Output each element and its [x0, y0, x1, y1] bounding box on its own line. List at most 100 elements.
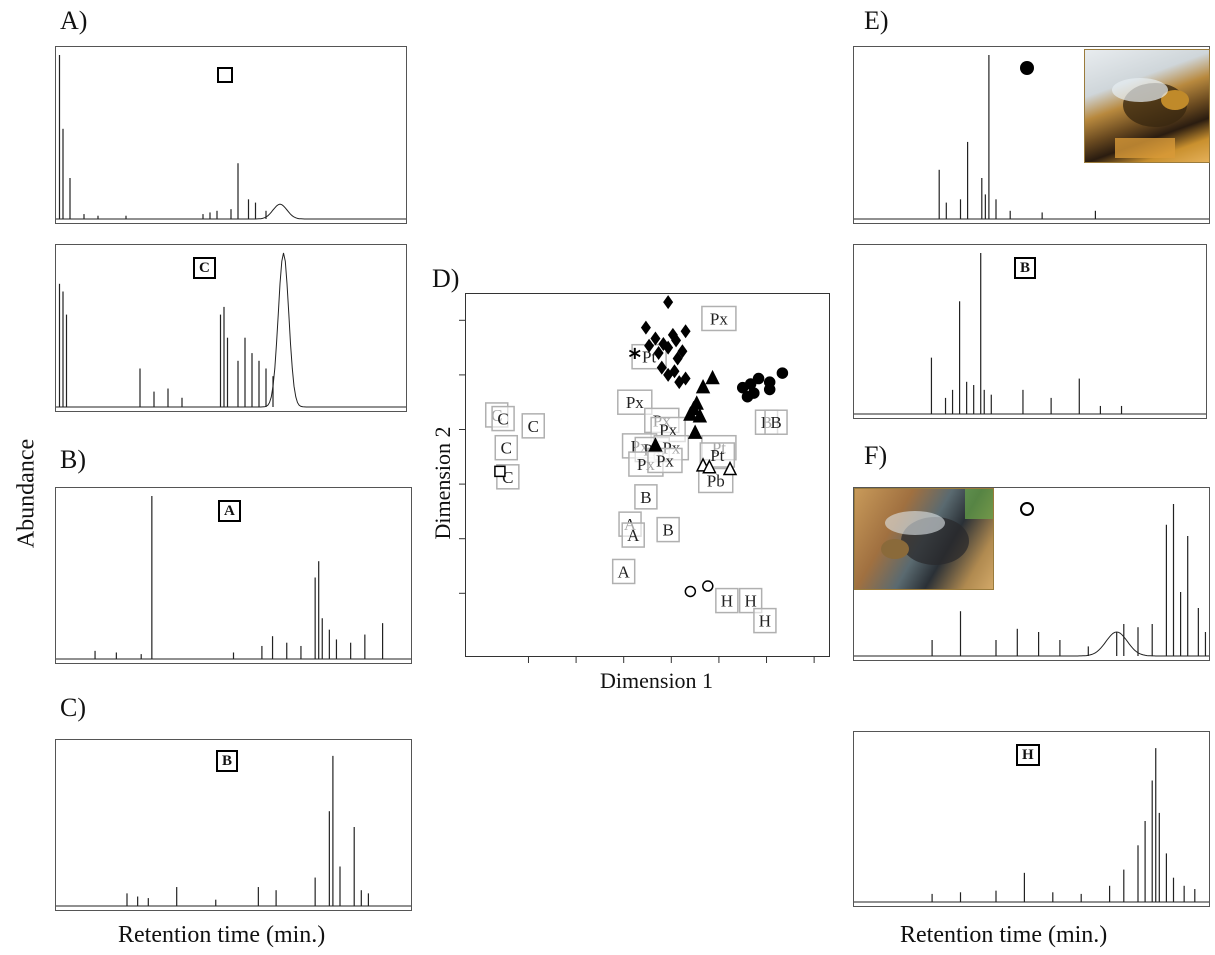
chromatogram-f-bottom: H — [853, 731, 1210, 907]
mds-text-label: B — [634, 484, 658, 510]
svg-text:A: A — [618, 562, 631, 581]
svg-text:A: A — [627, 526, 640, 545]
filled-diamond-point — [680, 324, 691, 339]
asterisk-point: * — [629, 344, 642, 372]
filled-triangle-point — [695, 378, 711, 394]
filled-circle-point — [776, 367, 789, 379]
chromatogram-f-bottom-trace — [854, 748, 1209, 903]
mds-text-label: B — [764, 409, 788, 435]
chromatogram-b-label: A — [218, 500, 241, 522]
filled-diamond-point — [656, 360, 667, 375]
chromatogram-a-top — [55, 46, 407, 224]
open-square-marker — [217, 67, 233, 83]
chromatogram-c: B — [55, 739, 412, 911]
filled-diamond-point — [674, 375, 685, 390]
mds-text-label: H — [753, 607, 777, 634]
bee-illustration-e — [1112, 78, 1189, 158]
panel-label-a: A) — [60, 6, 88, 35]
svg-text:B: B — [662, 521, 673, 540]
chromatogram-e-top-trace — [854, 55, 1209, 220]
chromatogram-a-bottom: C — [55, 244, 407, 412]
mds-text-label: H — [738, 587, 763, 614]
chromatogram-c-trace — [56, 755, 411, 907]
chromatogram-e-bottom-trace — [854, 253, 1206, 415]
svg-text:Px: Px — [710, 309, 728, 328]
panel-label-b: B) — [60, 445, 86, 474]
svg-text:C: C — [528, 417, 539, 436]
open-circle-point — [702, 580, 714, 592]
mds-text-label: H — [715, 587, 739, 614]
panel-label-e: E) — [864, 6, 889, 35]
mds-x-axis-label: Dimension 1 — [600, 668, 714, 693]
svg-text:C: C — [497, 410, 508, 429]
svg-text:H: H — [759, 612, 771, 631]
svg-text:Pt: Pt — [710, 446, 724, 465]
retention-time-left-label: Retention time (min.) — [118, 922, 326, 948]
filled-triangle-point — [705, 369, 720, 385]
chromatogram-f-bottom-label: H — [1016, 744, 1040, 766]
mds-text-label: A — [621, 522, 645, 548]
filled-diamond-point — [677, 344, 688, 359]
chromatogram-baseline — [854, 631, 1209, 657]
svg-text:Px: Px — [626, 393, 644, 412]
filled-diamond-point — [650, 331, 661, 346]
chromatogram-a-bottom-label: C — [193, 257, 216, 279]
bee-illustration-f — [881, 489, 993, 565]
filled-circle-point — [748, 387, 760, 399]
filled-triangle-point — [689, 395, 704, 410]
open-triangle-point — [702, 459, 717, 474]
filled-circle-marker — [1020, 61, 1034, 75]
filled-diamond-point — [663, 340, 674, 355]
svg-text:Pt: Pt — [642, 348, 656, 367]
filled-diamond-point — [644, 338, 655, 353]
svg-text:C: C — [501, 439, 512, 458]
abundance-axis-label: Abundance — [13, 438, 40, 549]
filled-diamond-point — [680, 371, 691, 386]
open-square-point — [494, 465, 506, 478]
honeybee-photo-f — [854, 488, 994, 590]
svg-text:B: B — [770, 413, 781, 432]
chromatogram-baseline — [56, 252, 406, 408]
mds-text-label: A — [611, 558, 636, 585]
chromatogram-a-top-trace — [56, 55, 406, 220]
chromatogram-c-label: B — [216, 750, 239, 772]
filled-diamond-point — [653, 346, 664, 361]
filled-triangle-point — [692, 408, 708, 423]
svg-text:Pb: Pb — [707, 471, 725, 490]
filled-diamond-point — [663, 367, 674, 382]
filled-circle-point — [763, 383, 776, 396]
mds-text-label: C — [491, 405, 515, 432]
open-circle-point — [684, 585, 697, 598]
svg-text:Px: Px — [659, 421, 677, 440]
chromatogram-e-bottom: B — [853, 244, 1207, 419]
svg-text:H: H — [721, 592, 733, 611]
mds-text-label: C — [521, 413, 545, 439]
panel-label-c: C) — [60, 693, 86, 722]
panel-label-f: F) — [864, 441, 888, 470]
mds-text-label: Pt — [699, 442, 736, 468]
svg-text:Px: Px — [656, 451, 674, 470]
chromatogram-f-top-trace — [854, 504, 1209, 657]
filled-diamond-point — [671, 333, 682, 348]
mds-text-label: C — [494, 434, 519, 461]
chromatogram-f-top — [853, 487, 1210, 661]
mds-text-label: Px — [617, 389, 653, 415]
mds-text-label: Px — [701, 305, 737, 332]
chromatogram-b: A — [55, 487, 412, 664]
svg-text:B: B — [640, 488, 651, 507]
filled-triangle-point — [687, 424, 703, 439]
filled-circle-point — [752, 372, 765, 385]
open-circle-marker — [1020, 502, 1034, 516]
retention-time-right-label: Retention time (min.) — [900, 922, 1108, 948]
filled-diamond-point — [640, 320, 651, 335]
chromatogram-a-bottom-trace — [56, 252, 406, 408]
mds-y-axis-label: Dimension 2 — [430, 426, 455, 540]
honeybee-photo-e — [1084, 49, 1210, 163]
filled-triangle-point — [648, 437, 663, 452]
filled-diamond-point — [663, 295, 674, 310]
svg-text:H: H — [745, 592, 757, 611]
mds-plot-frame — [465, 293, 830, 657]
open-triangle-point — [722, 460, 738, 476]
mds-text-label: Px — [647, 447, 683, 474]
chromatogram-e-bottom-label: B — [1014, 257, 1037, 279]
